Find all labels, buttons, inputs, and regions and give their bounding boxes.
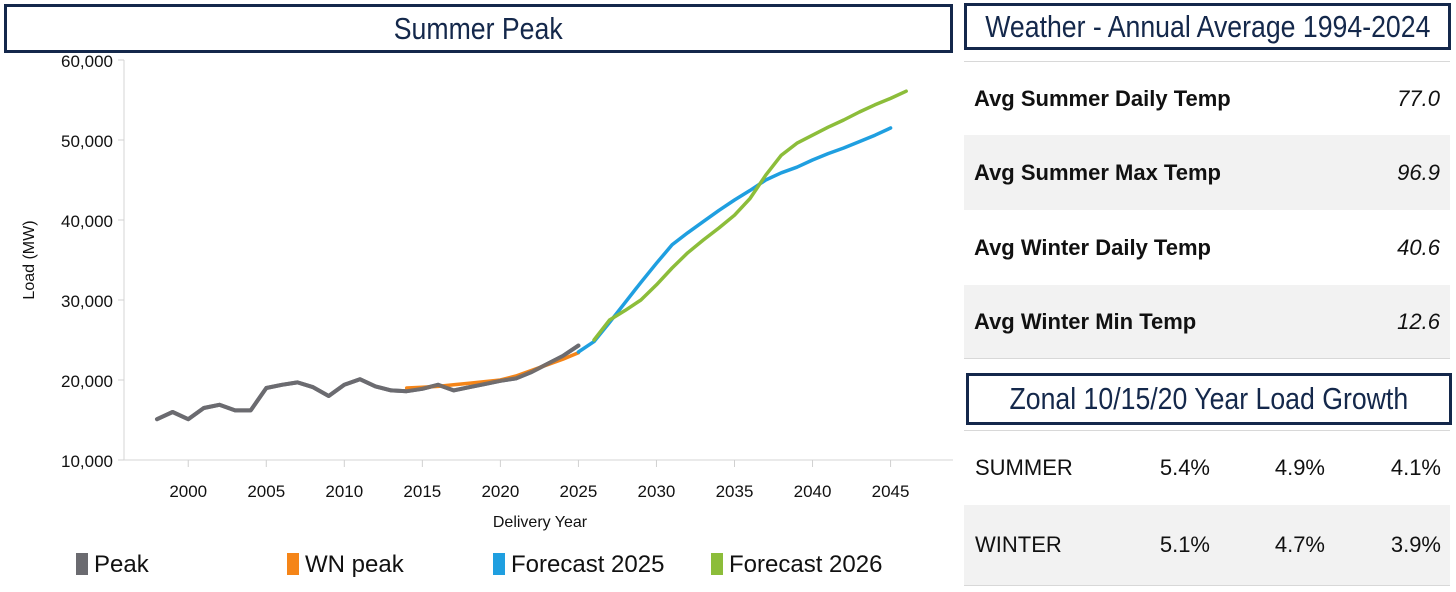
y-tick-label: 20,000 (61, 372, 113, 391)
weather-value: 96.9 (1397, 159, 1440, 185)
x-tick-label: 2040 (794, 482, 832, 501)
legend-swatch (76, 553, 88, 575)
divider (964, 358, 1450, 359)
legend-label: Forecast 2025 (511, 551, 664, 578)
legend-label: WN peak (305, 551, 405, 578)
divider (964, 585, 1450, 586)
y-tick-label: 10,000 (61, 452, 113, 471)
weather-row: Avg Summer Daily Temp 77.0 (964, 62, 1450, 135)
growth-title: Zonal 10/15/20 Year Load Growth (1009, 381, 1409, 416)
x-tick-label: 2000 (169, 482, 207, 501)
growth-20yr: 4.1% (1390, 455, 1441, 480)
divider (964, 430, 1450, 431)
weather-value: 77.0 (1397, 85, 1440, 111)
series-line-peak-overlay (155, 343, 581, 422)
y-tick-label: 30,000 (61, 292, 113, 311)
growth-label: SUMMER (975, 455, 1073, 480)
legend-swatch (711, 553, 723, 575)
growth-row-winter: WINTER 5.1% 4.7% 3.9% (964, 505, 1450, 585)
weather-value: 12.6 (1397, 308, 1440, 334)
growth-15yr: 4.9% (1274, 455, 1325, 480)
weather-value: 40.6 (1397, 234, 1440, 260)
growth-10yr: 5.1% (1159, 532, 1210, 557)
divider (964, 61, 1450, 62)
y-tick-label: 60,000 (61, 52, 113, 71)
legend-swatch (287, 553, 299, 575)
weather-label: Avg Summer Max Temp (974, 159, 1221, 185)
weather-title: Weather - Annual Average 1994-2024 (984, 8, 1431, 44)
x-tick-label: 2045 (872, 482, 910, 501)
x-tick-label: 2025 (560, 482, 598, 501)
x-tick-label: 2010 (325, 482, 363, 501)
x-tick-label: 2035 (716, 482, 754, 501)
weather-title-box: Weather - Annual Average 1994-2024 (964, 3, 1451, 50)
summer-peak-chart: 10,000 20,000 30,000 40,000 50,000 60,000 2000… (21, 52, 953, 578)
legend-label: Peak (94, 551, 150, 578)
growth-15yr: 4.7% (1274, 532, 1325, 557)
legend-swatch (493, 553, 505, 575)
weather-row: Avg Winter Daily Temp 40.6 (964, 210, 1450, 285)
y-tick-label: 50,000 (61, 132, 113, 151)
series-line-forecast-2025 (576, 126, 893, 354)
chart-title: Summer Peak (394, 10, 563, 46)
weather-row: Avg Winter Min Temp 12.6 (964, 285, 1450, 358)
chart-title-box: Summer Peak (4, 4, 953, 53)
growth-label: WINTER (975, 532, 1062, 557)
growth-title-box: Zonal 10/15/20 Year Load Growth (966, 373, 1452, 425)
legend-label: Forecast 2026 (729, 551, 882, 578)
x-tick-label: 2020 (481, 482, 519, 501)
growth-20yr: 3.9% (1390, 532, 1441, 557)
growth-row-summer: SUMMER 5.4% 4.9% 4.1% (964, 431, 1450, 505)
x-tick-label: 2005 (247, 482, 285, 501)
weather-label: Avg Winter Daily Temp (974, 234, 1211, 260)
x-tick-label: 2030 (638, 482, 676, 501)
y-axis-label: Load (MW) (21, 220, 38, 299)
weather-label: Avg Summer Daily Temp (974, 85, 1231, 111)
series-line-forecast-2026 (592, 89, 908, 342)
y-tick-label: 40,000 (61, 212, 113, 231)
growth-10yr: 5.4% (1159, 455, 1210, 480)
weather-row: Avg Summer Max Temp 96.9 (964, 135, 1450, 210)
x-tick-label: 2015 (403, 482, 441, 501)
x-axis-label: Delivery Year (493, 514, 588, 531)
weather-label: Avg Winter Min Temp (974, 308, 1197, 334)
